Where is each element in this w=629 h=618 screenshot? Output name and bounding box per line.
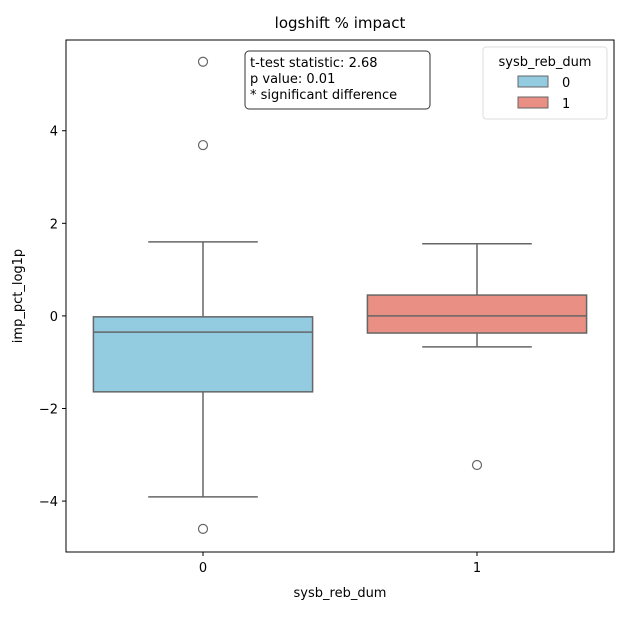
iqr-box [366, 294, 588, 334]
y-tick-label: 0 [50, 310, 58, 325]
legend-swatch-1 [517, 96, 549, 109]
outlier-point [471, 459, 483, 471]
y-tick-label: 4 [50, 125, 58, 140]
legend-title: sysb_reb_dum [499, 55, 592, 70]
outlier-point [197, 523, 209, 534]
y-tick-label: −2 [39, 402, 58, 417]
outlier-point [197, 56, 209, 67]
x-tick-label: 1 [473, 561, 481, 576]
legend: sysb_reb_dum 0 1 [482, 46, 608, 120]
y-axis-label: imp_pct_log1p [11, 249, 26, 343]
annotation-line: p value: 0.01 [250, 72, 335, 87]
annotation-line: t-test statistic: 2.68 [250, 56, 378, 71]
legend-swatch-0 [517, 75, 549, 88]
box-0 [92, 56, 314, 534]
iqr-box [92, 316, 314, 393]
plot-frame [65, 39, 615, 553]
box-1 [366, 242, 588, 471]
annotation-box: t-test statistic: 2.68 p value: 0.01 * s… [244, 50, 431, 110]
chart-title: logshift % impact [275, 14, 406, 32]
y-tick-label: −4 [39, 495, 58, 510]
legend-label-0: 0 [562, 76, 570, 91]
legend-label-1: 1 [562, 97, 570, 112]
x-tick-label: 0 [199, 561, 207, 576]
x-axis-label: sysb_reb_dum [294, 586, 387, 601]
outlier-point [197, 139, 209, 151]
annotation-line: * significant difference [250, 88, 397, 103]
y-tick-label: 2 [50, 217, 58, 232]
